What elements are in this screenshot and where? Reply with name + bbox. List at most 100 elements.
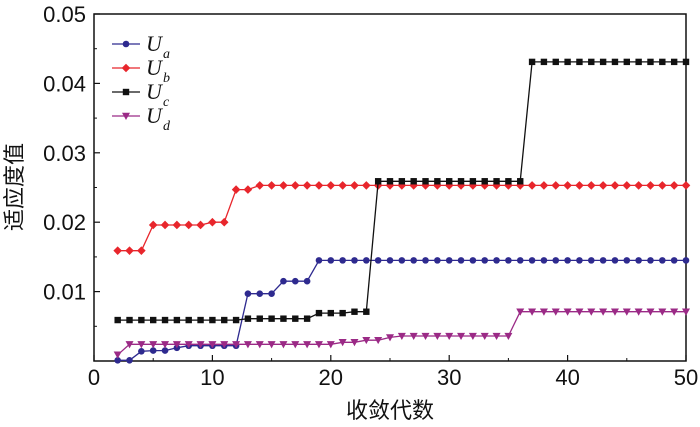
series-a-point [268, 290, 275, 297]
series-c-point [481, 178, 488, 185]
series-a-point [339, 257, 346, 264]
series-b-point [148, 220, 158, 230]
series-c-point [576, 58, 583, 66]
series-b-point [539, 181, 549, 190]
series-c-point [221, 316, 228, 324]
series-b-point [302, 181, 312, 190]
series-b-point [527, 181, 537, 190]
x-tick-label: 50 [674, 365, 698, 390]
series-a-point [256, 290, 264, 297]
series-c-point [232, 316, 240, 324]
series-a-point [434, 257, 441, 264]
series-d-point [243, 341, 252, 349]
series-b-point [326, 181, 336, 190]
series-d-point [161, 341, 170, 349]
series-b-point [563, 181, 572, 190]
x-tick-label: 0 [88, 365, 100, 390]
series-c-point [280, 315, 287, 322]
series-c-point [517, 178, 524, 185]
series-b-point [669, 181, 679, 190]
series-a-point [244, 290, 252, 297]
series-d-point [279, 341, 288, 349]
series-a-point [315, 257, 323, 264]
series-a-point [410, 257, 417, 264]
series-c-point [446, 178, 453, 185]
series-c-point [161, 316, 169, 324]
series-c-point [398, 178, 406, 185]
series-c-point [268, 315, 275, 322]
series-a-point [291, 277, 299, 285]
series-a-point [303, 277, 311, 285]
series-d-point [232, 341, 241, 349]
series-b-point [243, 185, 253, 194]
series-c-point [469, 178, 477, 185]
series-d-point [350, 339, 359, 347]
series-a-point [623, 257, 631, 264]
series-a-point [386, 257, 394, 264]
series-d-point [468, 332, 477, 341]
legend-label: U [146, 79, 164, 104]
series-d-point [646, 308, 655, 316]
legend-label: U [146, 103, 164, 128]
series-c-point [670, 58, 678, 66]
series-a-point [126, 357, 133, 364]
series-b-point [622, 181, 632, 190]
legend-marker [121, 63, 131, 73]
series-b-point [681, 181, 691, 190]
legend-subscript: d [163, 119, 171, 134]
series-a-point [363, 257, 370, 264]
series-c-point [493, 178, 500, 185]
series-d-point [445, 332, 454, 341]
series-c-point [422, 178, 429, 185]
series-d-point [563, 308, 572, 316]
legend-subscript: a [163, 47, 170, 62]
series-c-point [528, 58, 536, 66]
series-c-point [623, 58, 630, 66]
legend-subscript: b [163, 71, 170, 86]
series-c-point [315, 309, 323, 317]
series-b-point [196, 220, 205, 230]
series-c-point [611, 58, 619, 66]
series-d-point [374, 336, 383, 345]
series-c-point [173, 316, 181, 324]
series-a-point [457, 257, 465, 264]
series-d-point [267, 341, 276, 349]
series-a-point [540, 257, 548, 264]
series-d-point [409, 332, 418, 341]
series-c-point [351, 308, 358, 315]
y-tick-label: 0.01 [43, 280, 86, 305]
series-d-point [196, 341, 205, 349]
series-d-point [682, 308, 690, 316]
series-c-line [117, 61, 686, 321]
x-tick-label: 10 [200, 365, 224, 390]
series-b-point [290, 181, 300, 190]
series-d-point [362, 336, 371, 345]
series-a-point [445, 257, 453, 264]
series-b [113, 181, 691, 255]
series-d-point [303, 341, 312, 349]
series-b-point [515, 181, 525, 190]
series-a-point [552, 257, 560, 264]
series-a-point [493, 257, 500, 264]
series-c-point [540, 58, 548, 66]
series-b-point [314, 181, 324, 190]
axes: 0 10 20 30 40 50 0.01 0.02 0.03 0.04 0.05 [43, 2, 698, 390]
series-d-point [457, 332, 466, 341]
series-a-point [351, 257, 358, 264]
series-b-point [267, 181, 276, 190]
series-a-point [564, 257, 571, 264]
series-a-point [280, 277, 287, 285]
series-c-point [386, 178, 394, 185]
series-c-point [256, 315, 263, 322]
series-b-point [219, 217, 229, 227]
series-a-point [398, 257, 406, 264]
series-d-point [622, 308, 631, 316]
series-c-point [197, 316, 204, 324]
series-d [113, 308, 690, 359]
y-axis-title: 适应度值 [3, 143, 28, 231]
legend-marker [122, 40, 130, 48]
